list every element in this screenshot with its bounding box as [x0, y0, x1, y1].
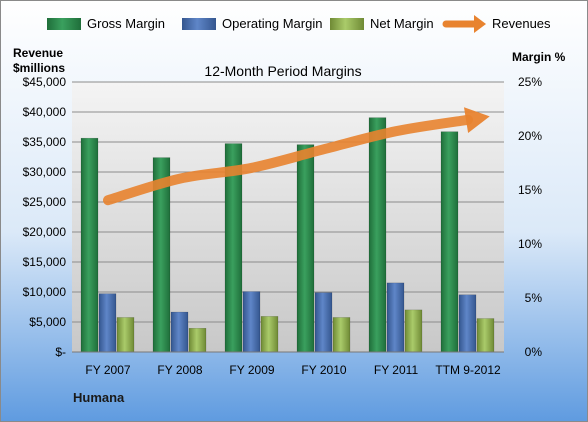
revenue-arrowhead — [464, 107, 490, 133]
legend-arrowhead-revenues — [474, 15, 486, 33]
revenue-line — [103, 107, 490, 206]
y-left-tick-label: $40,000 — [23, 105, 67, 119]
legend-item-gross-margin: Gross Margin — [47, 16, 165, 31]
bar-operating-margin-fy-2011 — [386, 282, 405, 353]
y-right-tick-label: 5% — [525, 291, 543, 305]
bar-gross-margin-fy-2010 — [296, 144, 315, 353]
bar-net-margin-fy-2007 — [116, 317, 135, 353]
legend-item-operating-margin: Operating Margin — [182, 16, 322, 31]
tick-labels: $- $5,000 $10,000 $15,000 $20,000 $25,000 $30,… — [23, 75, 543, 377]
gridlines — [72, 81, 504, 323]
legend-label-revenues: Revenues — [492, 16, 551, 31]
y-left-title-line1: Revenue — [13, 46, 63, 60]
y-right-title: Margin % — [512, 50, 566, 64]
x-tick-label: FY 2010 — [301, 363, 346, 377]
y-left-tick-label: $10,000 — [23, 285, 67, 299]
bar-operating-margin-fy-2010 — [314, 292, 333, 353]
x-tick-label: FY 2011 — [374, 363, 419, 377]
bar-operating-margin-fy-2007 — [98, 293, 117, 353]
y-left-tick-label: $30,000 — [23, 165, 67, 179]
y-right-tick-label: 15% — [518, 183, 542, 197]
bar-net-margin-fy-2008 — [188, 327, 207, 353]
y-left-tick-label: $- — [55, 345, 66, 359]
y-right-tick-label: 20% — [518, 129, 542, 143]
y-right-tick-label: 10% — [518, 237, 542, 251]
bar-operating-margin-fy-2009 — [242, 291, 261, 353]
bar-net-margin-fy-2010 — [332, 317, 351, 353]
bar-operating-margin-ttm-9-2012 — [458, 294, 477, 353]
legend-swatch-gross-margin — [47, 18, 81, 30]
y-right-tick-label: 0% — [525, 345, 543, 359]
x-tick-label: TTM 9-2012 — [435, 363, 501, 377]
company-label: Humana — [73, 390, 125, 405]
bar-net-margin-ttm-9-2012 — [476, 318, 495, 353]
bar-net-margin-fy-2009 — [260, 316, 279, 353]
revenue-line-path — [103, 114, 473, 206]
bar-gross-margin-fy-2011 — [368, 117, 387, 353]
y-left-tick-label: $35,000 — [23, 135, 67, 149]
bar-gross-margin-ttm-9-2012 — [440, 131, 459, 353]
bar-operating-margin-fy-2008 — [170, 311, 189, 353]
y-left-tick-label: $5,000 — [29, 315, 66, 329]
legend-item-revenues: Revenues — [442, 15, 551, 33]
y-left-tick-label: $25,000 — [23, 195, 67, 209]
legend-label-operating-margin: Operating Margin — [222, 16, 322, 31]
x-tick-label: FY 2008 — [157, 363, 202, 377]
bar-gross-margin-fy-2007 — [80, 137, 99, 353]
legend-label-net-margin: Net Margin — [370, 16, 434, 31]
legend-swatch-operating-margin — [182, 18, 216, 30]
x-tick-label: FY 2009 — [229, 363, 274, 377]
x-tick-label: FY 2007 — [85, 363, 130, 377]
legend-swatch-net-margin — [330, 18, 364, 30]
y-right-tick-label: 25% — [518, 75, 542, 89]
y-left-tick-label: $15,000 — [23, 255, 67, 269]
legend: Gross Margin Operating Margin Net Margin… — [47, 15, 551, 33]
legend-item-net-margin: Net Margin — [330, 16, 434, 31]
y-left-tick-label: $20,000 — [23, 225, 67, 239]
y-left-title-line2: $millions — [13, 61, 65, 75]
chart-title: 12-Month Period Margins — [204, 63, 361, 79]
bar-net-margin-fy-2011 — [404, 309, 423, 353]
legend-label-gross-margin: Gross Margin — [87, 16, 165, 31]
y-left-tick-label: $45,000 — [23, 75, 67, 89]
